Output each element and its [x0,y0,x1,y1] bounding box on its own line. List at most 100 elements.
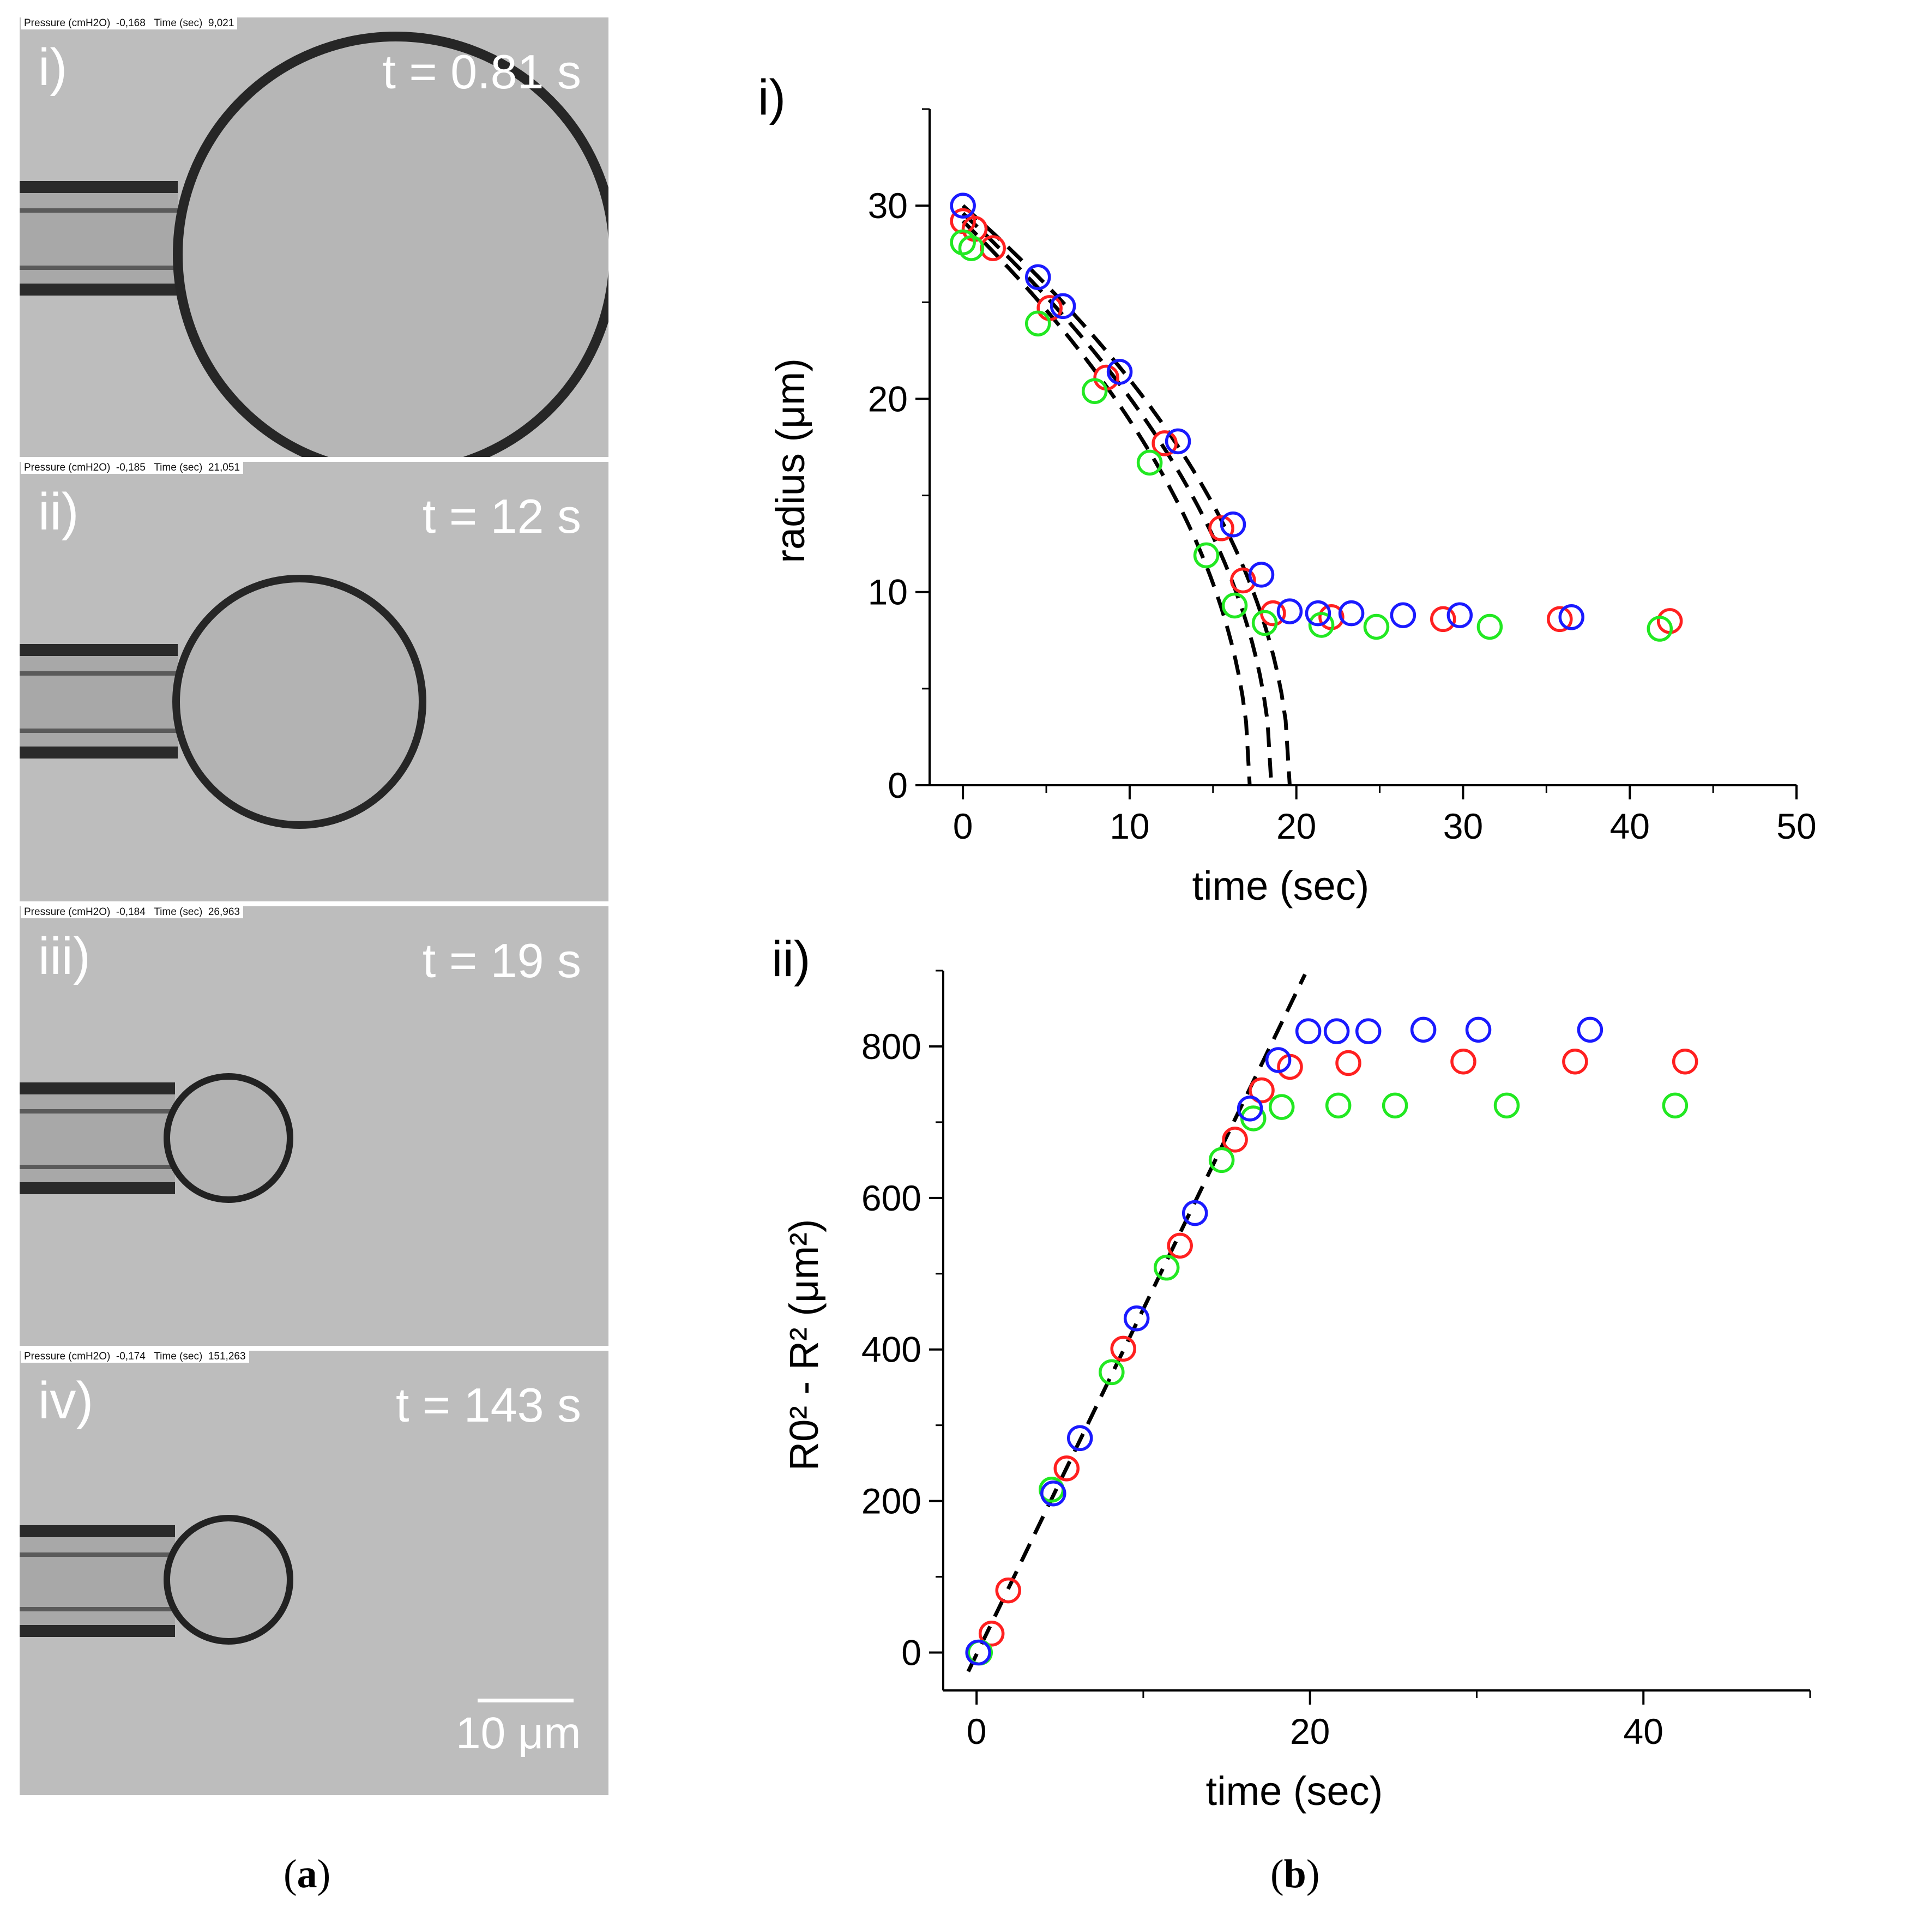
micrograph-image [20,462,608,901]
y-tick-label: 0 [888,765,908,805]
bubble [164,1073,293,1203]
x-tick-label: 10 [1110,806,1149,846]
data-point-green [1308,612,1335,638]
data-point-green [1382,1092,1408,1119]
micrograph-image [20,17,608,457]
data-point-green [1493,1092,1520,1119]
data-point-green [1153,1254,1180,1281]
frame-info: Pressure (cmH2O) -0,168 Time (sec) 9,021 [21,17,238,29]
micrograph-frame-1: Pressure (cmH2O) -0,168 Time (sec) 9,021… [20,17,608,457]
data-point-red [1230,567,1256,594]
fit-line-linear-fit [966,973,1307,1672]
frame-time: t = 19 s [422,934,581,988]
data-point-blue [1265,1047,1292,1073]
frame-label: i) [38,38,68,97]
data-point-red [1208,515,1234,541]
frame-label: iv) [38,1371,94,1430]
data-point-green [1081,378,1108,405]
data-point-blue [1050,293,1076,320]
micrograph-panel: Pressure (cmH2O) -0,168 Time (sec) 9,021… [20,17,608,1795]
data-point-red [1249,1077,1275,1104]
data-point-green [1662,1092,1689,1119]
caption-a: (a) [284,1852,331,1897]
data-point-red [978,1621,1005,1647]
x-tick-label: 30 [1443,806,1483,846]
data-point-blue [1276,598,1303,624]
caption-b: (b) [1270,1852,1320,1897]
x-tick-label: 50 [1776,806,1816,846]
panel-label: ii) [771,931,811,987]
data-point-red [1547,606,1573,633]
data-point-green [1025,310,1051,337]
data-point-red [1430,606,1456,633]
caption-b-letter: b [1283,1852,1306,1897]
y-tick-label: 0 [901,1633,921,1673]
fit-line-fit-1 [961,220,1252,786]
data-point-blue [1165,428,1191,455]
charts-panel: 0 10 20 30 40 50 0 10 20 30 i) time (sec) radius (μm… [758,70,1817,1814]
fit-line-fit-2 [961,212,1274,786]
fit-line-fit-3 [961,204,1292,786]
x-axis-label: time (sec) [1192,863,1370,908]
bubble [173,32,608,457]
y-tick-label: 20 [868,378,908,419]
y-axis-label: R0² - R² (μm²) [781,1219,827,1471]
scale-bar [478,1699,574,1702]
data-point-blue [1237,1096,1263,1122]
data-point-red [1167,1232,1193,1259]
x-tick-label: 0 [953,806,973,846]
micrograph-image [20,1351,608,1795]
data-point-blue [1410,1016,1437,1043]
data-point-red [1450,1048,1476,1075]
data-point-green [1193,542,1220,569]
data-point-blue [1106,359,1133,385]
data-point-blue [1295,1018,1322,1044]
micrograph-frame-3: Pressure (cmH2O) -0,184 Time (sec) 26,96… [20,906,608,1346]
x-tick-label: 20 [1276,806,1316,846]
x-tick-label: 20 [1290,1711,1330,1752]
data-point-red [1053,1455,1080,1482]
data-point-blue [1323,1018,1350,1044]
x-tick-label: 40 [1624,1711,1663,1752]
y-tick-label: 30 [868,185,908,226]
data-point-green [1647,616,1673,642]
data-point-red [1335,1050,1361,1076]
data-point-blue [1220,511,1246,538]
data-point-red [1152,430,1178,456]
data-point-red [1562,1048,1588,1075]
micrograph-frame-4: Pressure (cmH2O) -0,174 Time (sec) 151,2… [20,1351,608,1795]
micrograph-image [20,906,608,1346]
frame-label: iii) [38,927,91,985]
data-point-green [1251,610,1278,636]
data-point-blue [1040,1480,1066,1507]
data-point-green [1099,1359,1125,1386]
data-point-green [1221,592,1248,619]
data-point-blue [965,1639,991,1666]
x-axis-label: time (sec) [1206,1768,1383,1814]
data-point-blue [1025,264,1051,290]
y-tick-label: 800 [861,1026,921,1067]
data-point-red [995,1577,1021,1604]
x-tick-label: 40 [1610,806,1650,846]
x-tick-label: 0 [967,1711,987,1752]
data-point-blue [1248,562,1275,588]
data-point-blue [1066,1425,1093,1452]
frame-time: t = 12 s [422,489,581,543]
data-point-green [1208,1147,1235,1173]
data-point-green [1268,1094,1295,1120]
scale-bar-label: 10 μm [456,1708,581,1758]
y-tick-label: 200 [861,1481,921,1521]
data-point-blue [1355,1018,1382,1044]
bubble [164,1515,293,1645]
data-point-green [1136,449,1163,476]
frame-label: ii) [38,483,79,541]
data-point-blue [950,192,976,219]
frame-time: t = 143 s [395,1378,581,1432]
caption-a-letter: a [297,1852,317,1897]
frame-info: Pressure (cmH2O) -0,185 Time (sec) 21,05… [21,462,243,474]
micrograph-frame-2: Pressure (cmH2O) -0,185 Time (sec) 21,05… [20,462,608,901]
frame-info: Pressure (cmH2O) -0,184 Time (sec) 26,96… [21,906,243,918]
chart-radius-vs-time: 0 10 20 30 40 50 0 10 20 30 i) time (sec) radius (μm… [758,70,1817,908]
bubble [172,575,426,829]
